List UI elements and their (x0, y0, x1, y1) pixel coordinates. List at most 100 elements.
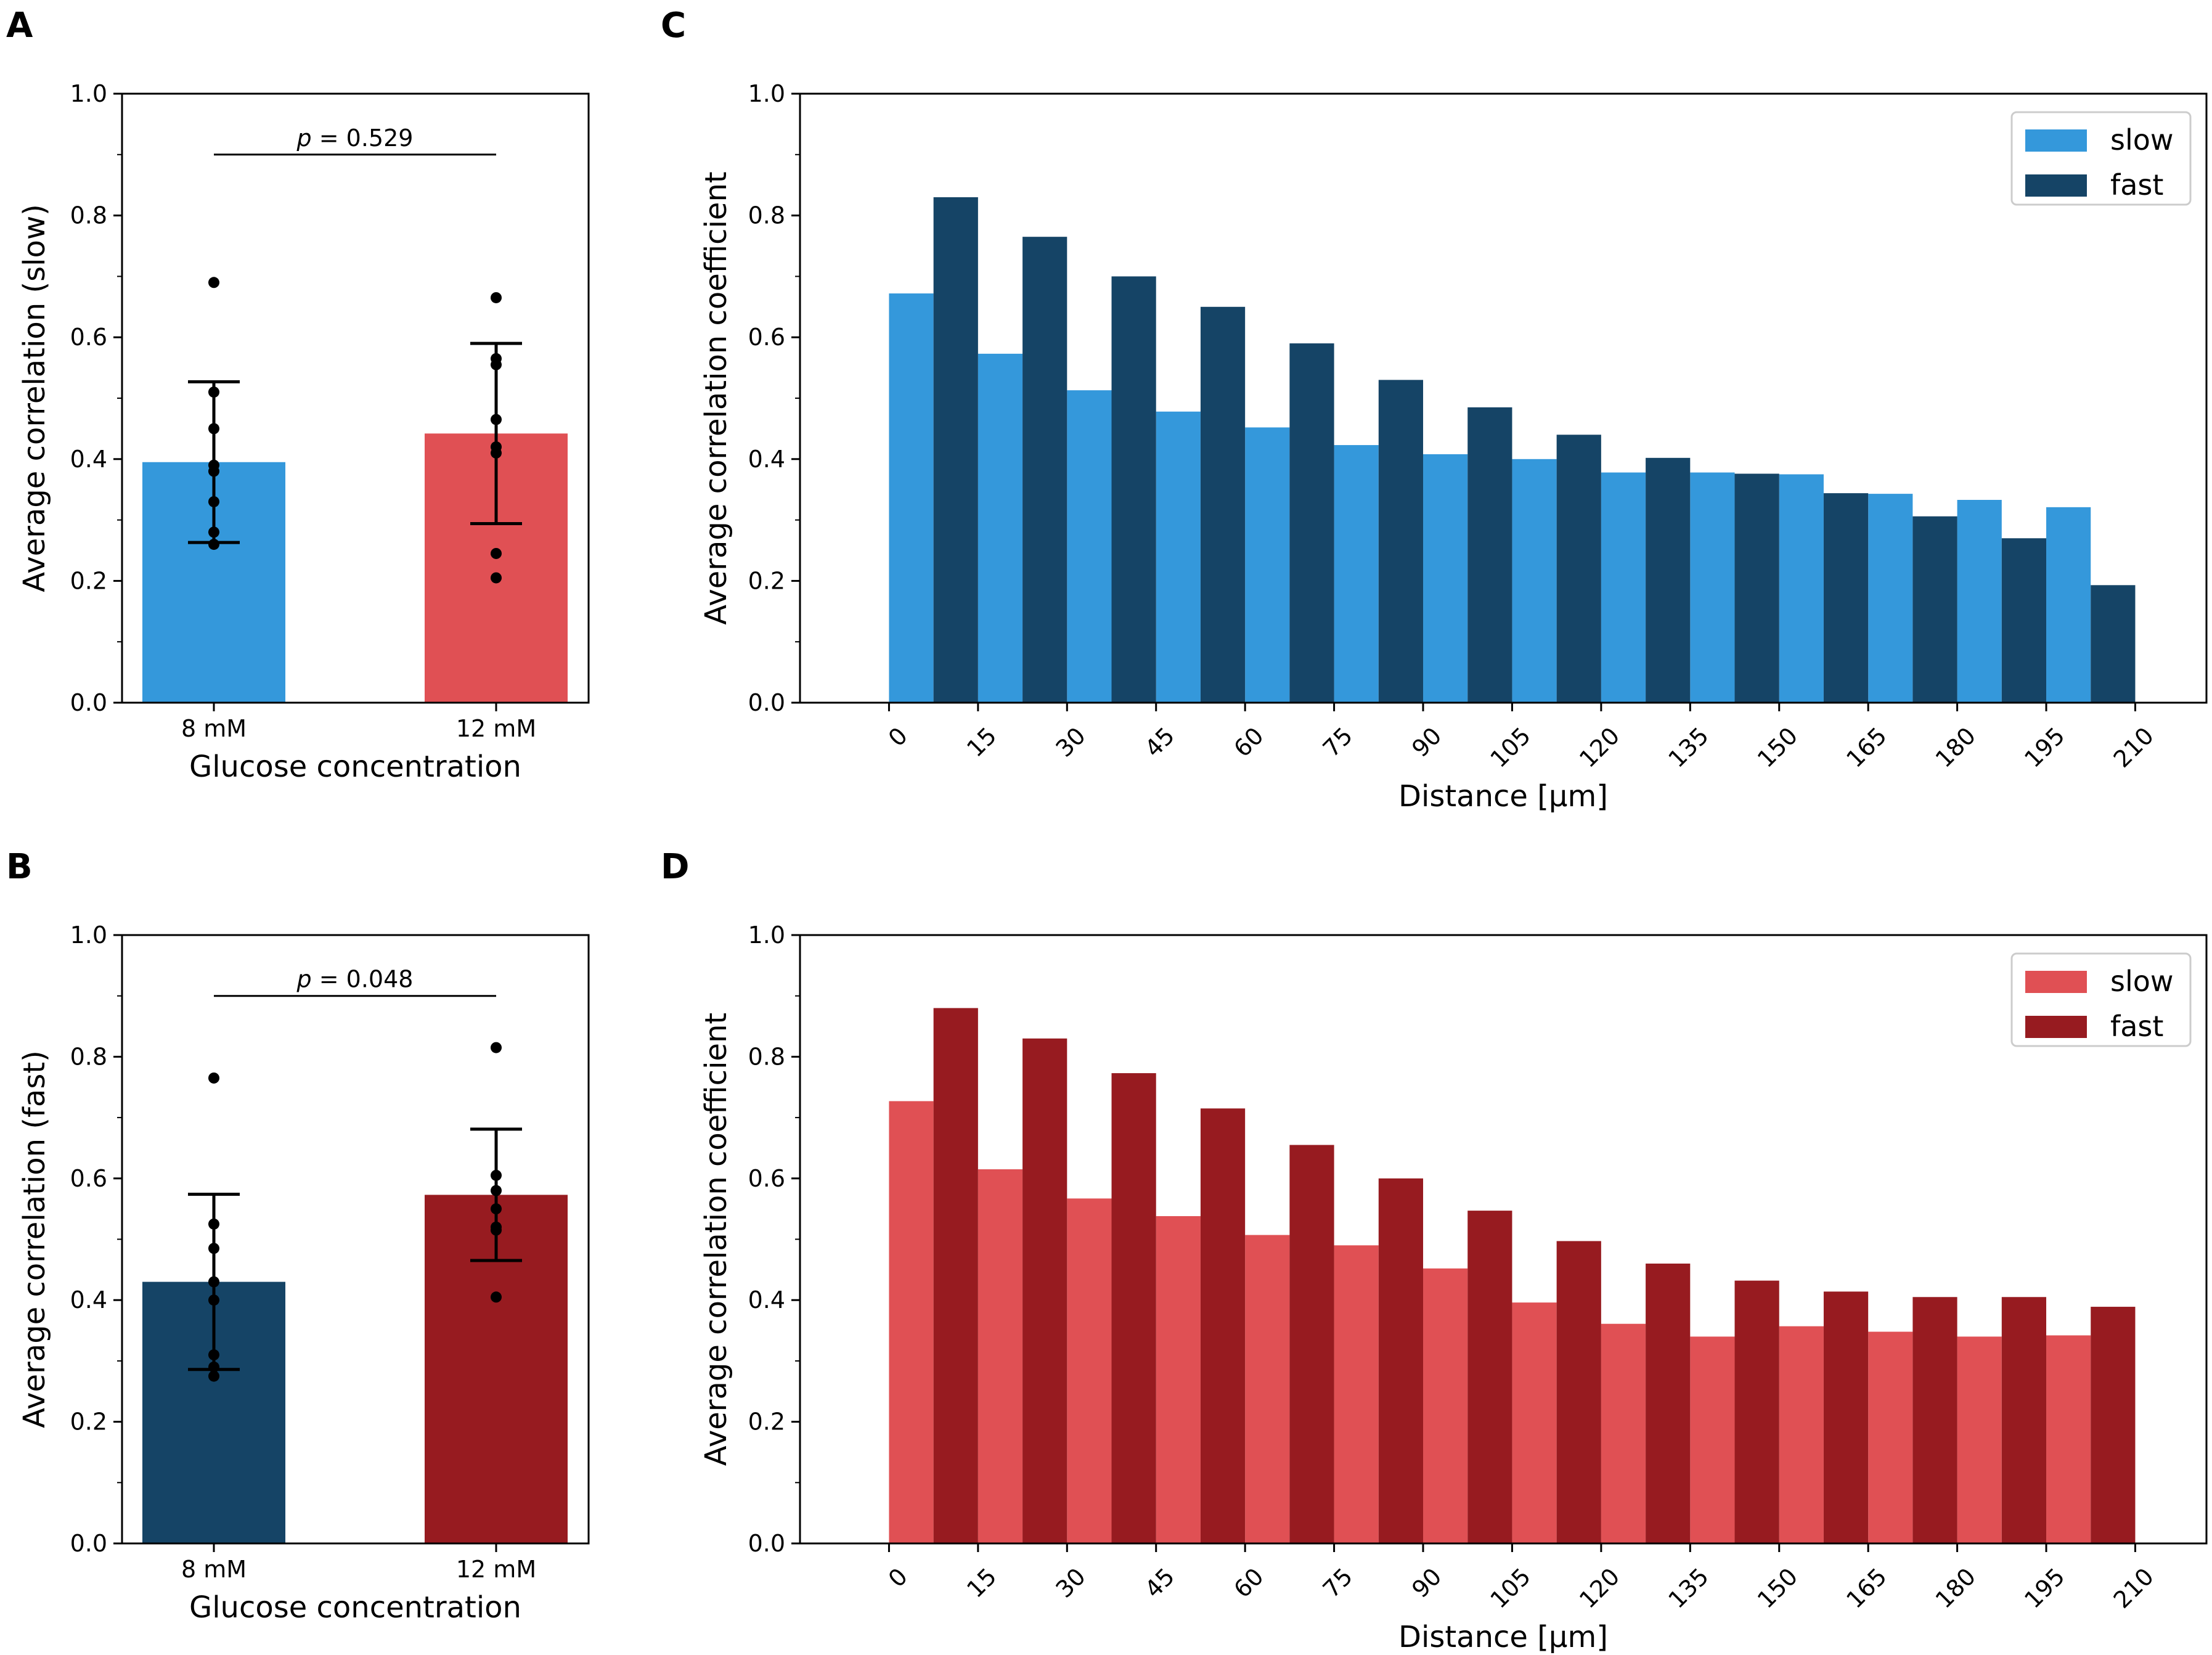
y-tick-label: 0.0 (70, 1530, 107, 1557)
bar-fast (1646, 457, 1691, 703)
data-point (491, 1224, 502, 1236)
y-tick-label: 0.8 (70, 202, 107, 229)
x-axis-label: Glucose concentration (189, 1590, 521, 1625)
panel-a: A 0.0 0.2 0.4 0.6 0.8 1.0 Average correlation (… (6, 6, 590, 784)
x-tick-label: 15 (961, 722, 1002, 762)
x-axis-label: Distance [μm] (1398, 1620, 1608, 1654)
bar-slow (1601, 1323, 1646, 1543)
panel-b: B 0.0 0.2 0.4 0.6 0.8 1.0 Average correlation (… (6, 847, 590, 1625)
bar-slow (889, 1101, 934, 1543)
legend-swatch-fast (2025, 1016, 2087, 1038)
bar-fast (1111, 1073, 1156, 1543)
bar-fast (933, 1008, 978, 1543)
panel-letter: A (6, 6, 33, 46)
bar-fast (1200, 306, 1246, 703)
bar-slow (1245, 1235, 1290, 1543)
bar-slow (1690, 1336, 1735, 1543)
bar-slow (1512, 1302, 1557, 1543)
bar-slow (1067, 1198, 1112, 1543)
x-tick-label: 60 (1228, 1563, 1268, 1603)
panel-d: D 0.0 0.2 0.4 0.6 0.8 1.0 Average correlation c… (661, 847, 2208, 1654)
data-point (208, 277, 219, 288)
data-point (208, 1294, 219, 1306)
x-tick-label: 12 mM (456, 715, 536, 742)
y-tick-label: 1.0 (748, 921, 785, 949)
data-point (208, 1276, 219, 1288)
y-tick-label: 1.0 (748, 80, 785, 107)
bar-slow (1334, 445, 1379, 703)
y-tick-label: 0.4 (70, 446, 107, 473)
data-point (491, 547, 502, 559)
bar-fast (1467, 407, 1512, 703)
bar-fast (2091, 585, 2136, 703)
y-tick-label: 0.2 (748, 567, 785, 594)
axes-frame (799, 92, 2208, 704)
x-tick-label: 180 (1930, 722, 1981, 772)
x-tick-label: 165 (1841, 722, 1892, 772)
p-value-label: p = 0.048 (296, 966, 414, 993)
bar-slow (1868, 1331, 1913, 1543)
bar-slow (1779, 474, 1824, 703)
legend-label-slow: slow (2110, 965, 2174, 998)
bar-fast (1289, 343, 1334, 703)
axes-frame (799, 934, 2208, 1545)
data-point (491, 572, 502, 584)
x-tick-label: 75 (1318, 1563, 1358, 1603)
data-point (208, 1218, 219, 1230)
bar-slow (1779, 1326, 1824, 1543)
y-tick-label: 1.0 (70, 80, 107, 107)
bar-fast (1734, 1280, 1779, 1543)
bar-fast (2001, 1297, 2047, 1543)
x-tick-label: 45 (1140, 722, 1180, 762)
bar-fast (1823, 1291, 1869, 1543)
data-point (491, 1203, 502, 1215)
x-tick-label: 165 (1841, 1563, 1892, 1613)
y-tick-label: 0.0 (70, 689, 107, 716)
bar-slow (1245, 427, 1290, 703)
bar-slow (2046, 1335, 2091, 1543)
x-tick-label: 12 mM (456, 1556, 536, 1583)
bar-slow (1334, 1245, 1379, 1543)
y-axis-label: Average correlation coefficient (699, 1013, 733, 1466)
x-tick-label: 8 mM (181, 1556, 247, 1583)
axes-frame (121, 92, 590, 704)
y-tick-label: 0.0 (748, 689, 785, 716)
data-point (491, 1042, 502, 1053)
bar-fast (933, 197, 978, 703)
y-tick-label: 0.4 (748, 1286, 785, 1314)
legend-swatch-fast (2025, 174, 2087, 197)
panel-letter: C (661, 6, 686, 46)
x-tick-label: 105 (1485, 1563, 1536, 1613)
data-point (491, 1291, 502, 1303)
bar-fast (1022, 1038, 1067, 1543)
x-tick-label: 0 (883, 722, 913, 751)
bar-slow (1957, 1336, 2002, 1543)
bar-slow (889, 293, 934, 703)
data-point (491, 1169, 502, 1181)
bar-slow (1423, 1268, 1468, 1543)
y-tick-label: 0.2 (70, 1408, 107, 1436)
x-tick-label: 150 (1752, 722, 1803, 772)
data-point (491, 292, 502, 303)
panel-c: C 0.0 0.2 0.4 0.6 0.8 1.0 Average correlation c… (661, 6, 2208, 814)
data-point (491, 414, 502, 425)
bar-slow (2046, 507, 2091, 703)
x-tick-label: 90 (1406, 722, 1447, 762)
data-point (491, 1185, 502, 1196)
bar-fast (1289, 1145, 1334, 1543)
x-tick-label: 195 (2019, 1563, 2070, 1613)
bar-fast (2001, 538, 2047, 703)
x-tick-label: 60 (1228, 722, 1268, 762)
bar-slow (1156, 1216, 1201, 1543)
data-point (208, 1361, 219, 1373)
bar-slow (1067, 390, 1112, 703)
bar-fast (1912, 1297, 1957, 1543)
panel-letter: D (661, 847, 689, 887)
x-tick-label: 30 (1050, 722, 1090, 762)
y-tick-label: 0.2 (70, 567, 107, 594)
bar-slow (1690, 472, 1735, 703)
y-axis-label: Average correlation (fast) (17, 1050, 52, 1428)
x-tick-label: 45 (1140, 1563, 1180, 1603)
data-point (208, 526, 219, 538)
